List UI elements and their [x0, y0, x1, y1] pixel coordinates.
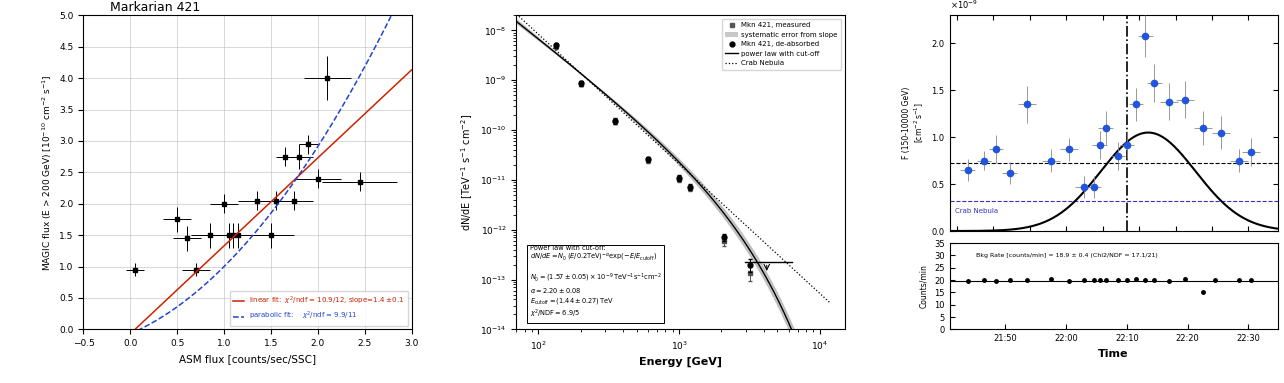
Text: Bkg Rate [counts/min] = 18.9 ± 0.4 (Chi2/NDF = 17.1/21): Bkg Rate [counts/min] = 18.9 ± 0.4 (Chi2…	[976, 254, 1157, 259]
Text: Power law with cut-off:
$dN/dE = N_0\,(E/0.2\mathrm{TeV})^{-\alpha}\exp(-E/E_{\m: Power law with cut-off: $dN/dE = N_0\,(E…	[529, 245, 661, 320]
Text: Markarian 421: Markarian 421	[109, 1, 200, 14]
Y-axis label: MAGIC flux (E > 200 GeV) [10$^{-10}$ cm$^{-2}$ s$^{-1}$]: MAGIC flux (E > 200 GeV) [10$^{-10}$ cm$…	[40, 74, 54, 271]
X-axis label: Time: Time	[1098, 349, 1129, 359]
Y-axis label: Counts/min: Counts/min	[919, 264, 928, 308]
Text: $\times10^{-9}$: $\times10^{-9}$	[950, 0, 977, 11]
Legend: linear fit:  $\chi^2$/ndf = 10.9/12, slope=1.4 $\pm$0.1, parabolic fit:    $\chi: linear fit: $\chi^2$/ndf = 10.9/12, slop…	[230, 291, 408, 326]
Y-axis label: F (150-10000 GeV)
[$\mathrm{cm}^{-2}\,\mathrm{s}^{-1}$]: F (150-10000 GeV) [$\mathrm{cm}^{-2}\,\m…	[901, 87, 926, 159]
Y-axis label: dN/dE [TeV$^{-1}$ s$^{-1}$ cm$^{-2}$]: dN/dE [TeV$^{-1}$ s$^{-1}$ cm$^{-2}$]	[460, 114, 475, 231]
Text: Crab Nebula: Crab Nebula	[955, 208, 998, 214]
Legend: Mkn 421, measured, systematic error from slope, Mkn 421, de-absorbed, power law : Mkn 421, measured, systematic error from…	[722, 19, 841, 70]
X-axis label: ASM flux [counts/sec/SSC]: ASM flux [counts/sec/SSC]	[178, 354, 316, 363]
X-axis label: Energy [GeV]: Energy [GeV]	[639, 357, 722, 367]
